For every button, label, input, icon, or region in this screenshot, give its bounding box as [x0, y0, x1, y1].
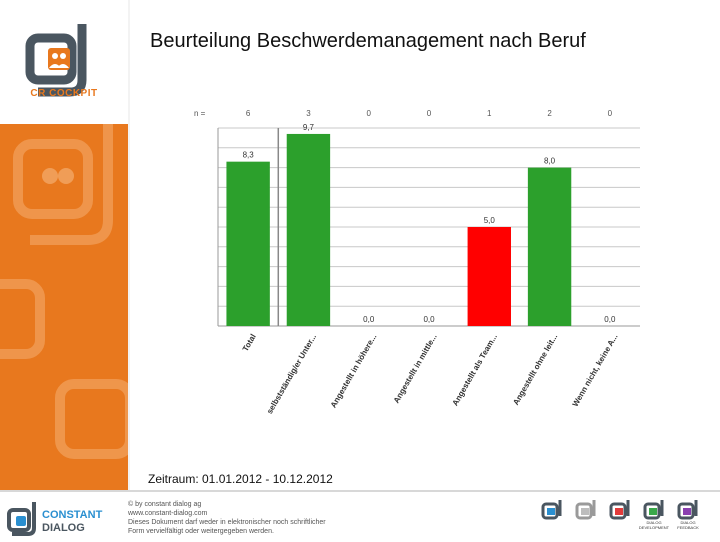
bar: [467, 227, 511, 326]
footer-company-line2: DIALOG: [42, 522, 85, 534]
period-label: Zeitraum: 01.01.2012 - 10.12.2012: [148, 472, 333, 486]
n-value: 0: [427, 109, 432, 118]
n-row: n = 6 3 0 0 1 2 0: [194, 109, 613, 118]
category-label: Angestellt in mittle...: [392, 333, 439, 405]
category-label: Wenn nicht, keine A...: [571, 333, 620, 409]
data-label: 5,0: [484, 216, 496, 225]
bar: [527, 167, 572, 326]
sidebar: CR COCKPIT: [0, 0, 128, 490]
category-label: Total: [241, 333, 258, 354]
sidebar-divider: [128, 0, 130, 490]
cr-cockpit-logo: [25, 24, 87, 97]
product-logo: [572, 500, 600, 530]
data-label: 0,0: [363, 315, 375, 324]
product-logo: DIALOG DEVELOPMENT: [638, 500, 670, 530]
constant-dialog-logo: CONSTANT DIALOG: [7, 502, 103, 536]
footer-website: www.constant-dialog.com: [128, 510, 208, 517]
bar: [226, 161, 270, 326]
footer-notice-1: Dieses Dokument darf weder in elektronis…: [128, 519, 326, 526]
category-label: Angestellt als Team...: [451, 333, 499, 408]
product-logo: [606, 500, 634, 530]
product-logo-label: DIALOG DEVELOPMENT: [638, 520, 670, 530]
product-logos: DIALOG DEVELOPMENT DIALOG FEEDBACK: [538, 500, 702, 530]
footer-notice-2: Form vervielfältigt oder weitergegeben w…: [128, 528, 274, 535]
n-value: 3: [306, 109, 311, 118]
data-label: 8,0: [544, 157, 556, 166]
data-label: 8,3: [243, 151, 255, 160]
footer: CONSTANT DIALOG © by constant dialog ag …: [0, 490, 720, 542]
product-logo: DIALOG FEEDBACK: [674, 500, 702, 530]
x-axis: Total selbstständig/er Unter... Angestellt…: [241, 333, 620, 416]
n-value: 2: [547, 109, 552, 118]
sidebar-decoration: [0, 124, 128, 490]
chart-grid: [217, 127, 640, 327]
bar: [286, 133, 331, 326]
category-label: Angestellt in höhere...: [329, 333, 379, 410]
n-value: 6: [246, 109, 251, 118]
data-label: 9,7: [303, 123, 315, 132]
data-label: 0,0: [604, 315, 616, 324]
footer-legal: © by constant dialog ag www.constant-dia…: [128, 500, 326, 536]
n-value: 0: [608, 109, 613, 118]
n-label: n =: [194, 109, 206, 118]
logo-text: CR COCKPIT: [30, 88, 98, 99]
product-logo: [538, 500, 566, 530]
n-value: 1: [487, 109, 492, 118]
chart-bars: 8,3 9,7 0,0 0,0 5,0 8,0 0,0: [226, 123, 616, 326]
data-label: 0,0: [423, 315, 435, 324]
category-label: Angestellt ohne leit...: [511, 333, 559, 407]
page-title: Beurteilung Beschwerdemanagement nach Be…: [150, 30, 586, 52]
category-label: selbstständig/er Unter...: [265, 333, 318, 416]
bar-chart: n = 6 3 0 0 1 2 0 8,3 9,7 0,0 0,0 5,0 8,0 0,0 Total se…: [194, 109, 640, 416]
footer-copyright: © by constant dialog ag: [128, 501, 202, 508]
product-logo-label: DIALOG FEEDBACK: [677, 520, 699, 530]
footer-company-line1: CONSTANT: [42, 509, 103, 521]
n-value: 0: [366, 109, 371, 118]
